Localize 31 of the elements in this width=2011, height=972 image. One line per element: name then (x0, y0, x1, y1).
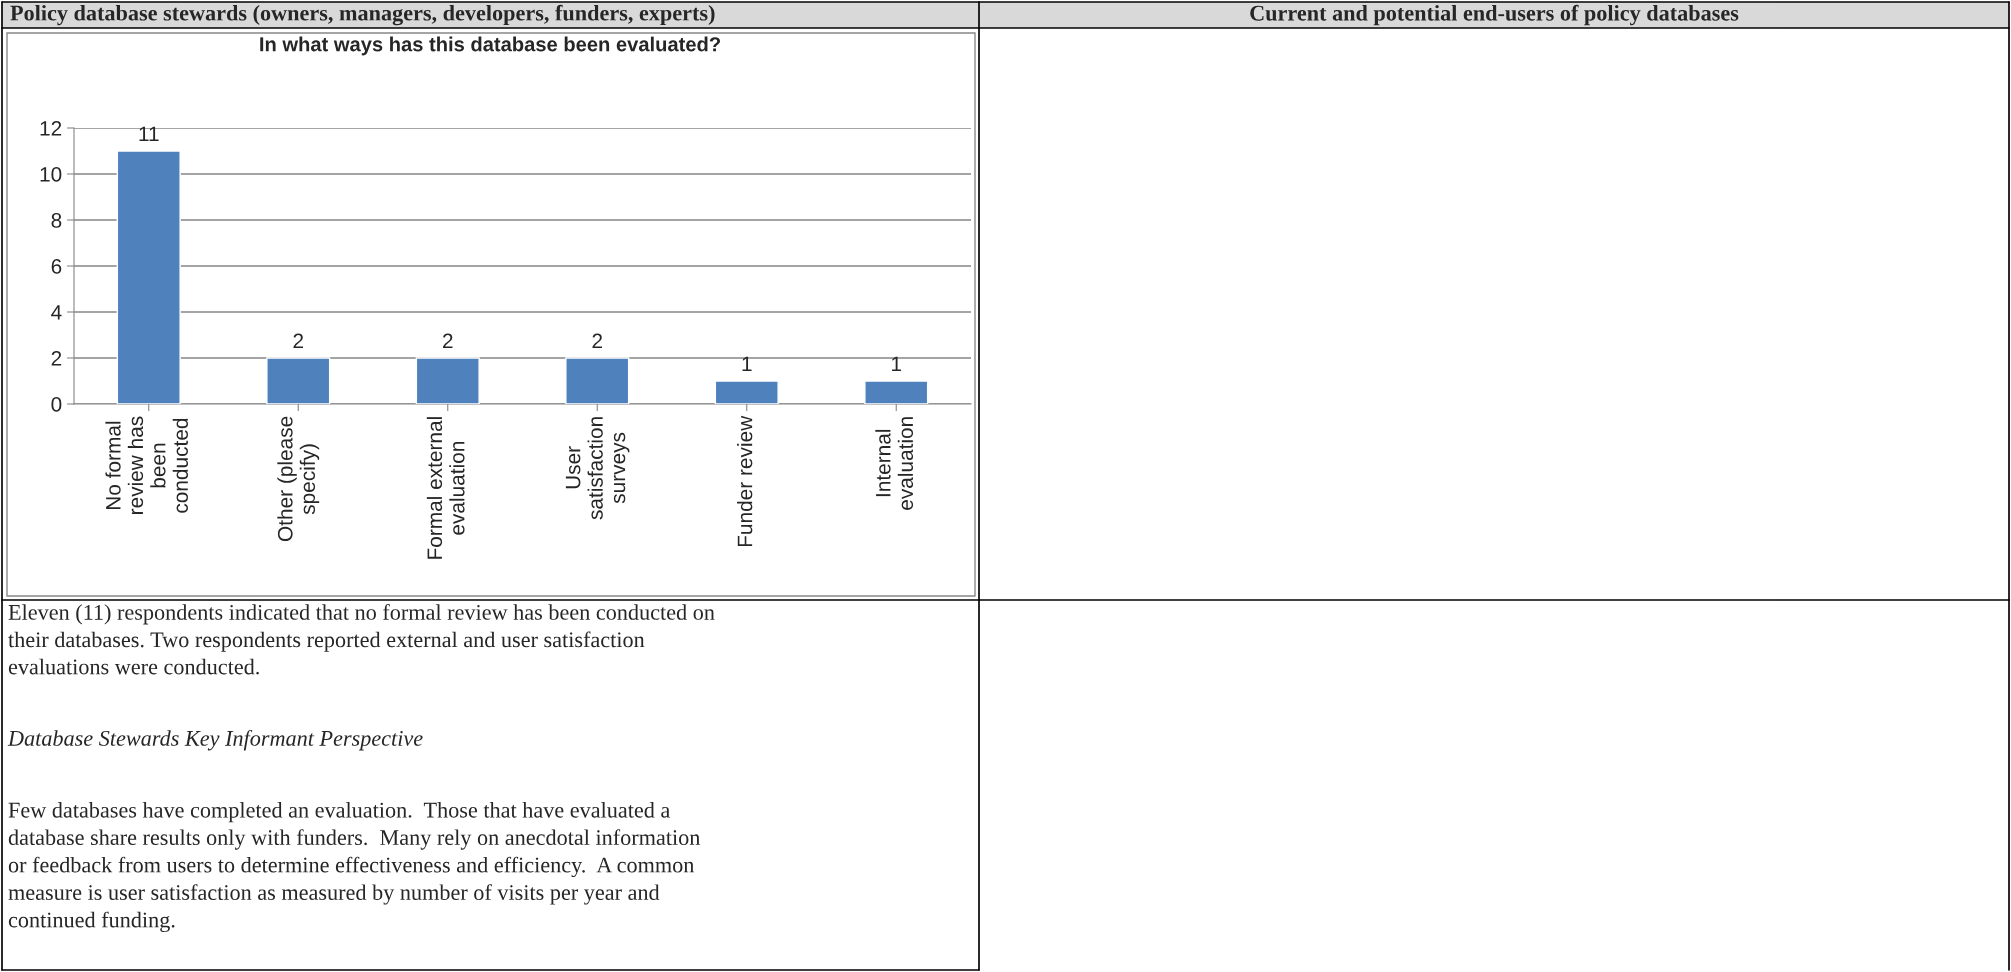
data-label: 2 (293, 333, 303, 349)
x-tick-label: No formal review has been conducted (105, 416, 188, 514)
data-label: 11 (139, 126, 159, 142)
y-tick-label: 4 (51, 305, 62, 320)
data-label: 1 (892, 356, 902, 372)
text: Database Stewards Key Informant Perspective (7, 730, 423, 751)
data-label: 2 (592, 333, 602, 349)
bar (864, 380, 929, 404)
text: Policy database stewards (owners, managers, developers, funders, experts) (10, 4, 715, 26)
bar (266, 357, 331, 404)
bar (714, 380, 779, 404)
bar (415, 357, 480, 404)
y-tick-label: 8 (51, 213, 62, 228)
bar (116, 150, 181, 404)
data-label: 2 (443, 333, 453, 349)
text: Few databases have completed an evaluation. Those that have evaluated a database share results only with funders. Many rely on anecdotal information or feedback from users to determine effectiveness and efficiency. A common measure is user satisfaction as measured by number of visits per year and continued funding. (8, 802, 701, 933)
y-tick-label: 0 (51, 397, 62, 412)
x-tick-label: User satisfaction surveys (565, 417, 630, 520)
x-tick-label: Formal external evaluation (426, 417, 465, 559)
y-tick-label: 6 (51, 259, 62, 274)
y-tick-label: 2 (51, 351, 62, 366)
data-label: 1 (742, 356, 752, 372)
x-tick-label: Other (please specify) (277, 416, 320, 542)
bar (565, 357, 630, 404)
text: Current and potential end-users of policy databases (1250, 4, 1739, 26)
chart-title: In what ways has this database been evaluated? (260, 36, 720, 56)
x-tick-label: Internal evaluation (875, 417, 914, 510)
y-tick-label: 12 (40, 121, 62, 136)
text: Eleven (11) respondents indicated that no formal review has been conducted on their databases. Two respondents reported external and user satisfaction evaluations were conducted. (8, 604, 715, 675)
x-tick-label: Funder review (737, 415, 753, 547)
y-tick-label: 10 (40, 167, 62, 182)
